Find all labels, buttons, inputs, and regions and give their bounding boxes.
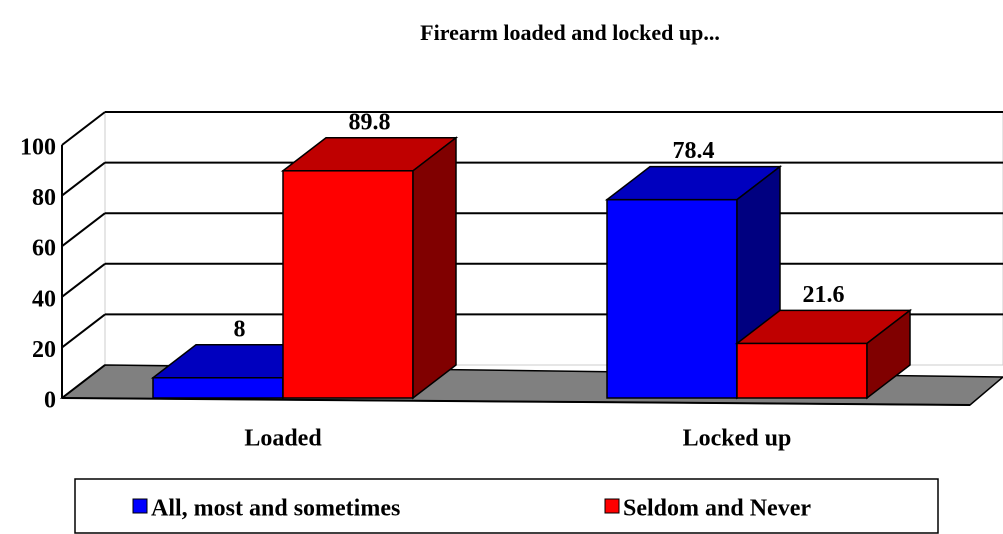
legend-label: All, most and sometimes bbox=[151, 496, 400, 522]
bar bbox=[604, 165, 783, 400]
grid-line bbox=[61, 263, 106, 298]
x-axis bbox=[61, 397, 971, 406]
bar-front bbox=[282, 170, 414, 399]
bar-front bbox=[736, 342, 868, 399]
legend-label: Seldom and Never bbox=[623, 496, 811, 522]
bar-side bbox=[412, 136, 457, 400]
value-label: 21.6 bbox=[803, 282, 845, 308]
y-tick-label: 100 bbox=[20, 135, 56, 161]
bar bbox=[280, 136, 459, 400]
value-label: 78.4 bbox=[673, 138, 715, 164]
legend-box bbox=[74, 478, 939, 534]
chart-title: Firearm loaded and locked up... bbox=[420, 20, 720, 45]
bar-front bbox=[152, 377, 284, 399]
legend-swatch bbox=[132, 498, 148, 514]
y-tick-label: 20 bbox=[32, 337, 56, 363]
y-tick-label: 40 bbox=[32, 286, 56, 312]
grid-line bbox=[61, 161, 106, 197]
x-tick-label: Loaded bbox=[244, 426, 322, 452]
value-label: 89.8 bbox=[349, 109, 391, 135]
bar-side bbox=[866, 308, 911, 400]
y-tick-label: 60 bbox=[32, 236, 56, 262]
bar bbox=[734, 308, 913, 400]
value-label: 8 bbox=[234, 316, 246, 342]
y-tick-label: 80 bbox=[32, 185, 56, 211]
bar-front bbox=[606, 198, 738, 399]
grid-line bbox=[61, 313, 106, 349]
y-tick-label: 0 bbox=[44, 388, 56, 414]
grid-line bbox=[61, 212, 106, 247]
grid-line bbox=[61, 111, 106, 146]
grid-line bbox=[61, 364, 106, 399]
legend-swatch bbox=[604, 498, 620, 514]
x-tick-label: Locked up bbox=[683, 426, 792, 452]
